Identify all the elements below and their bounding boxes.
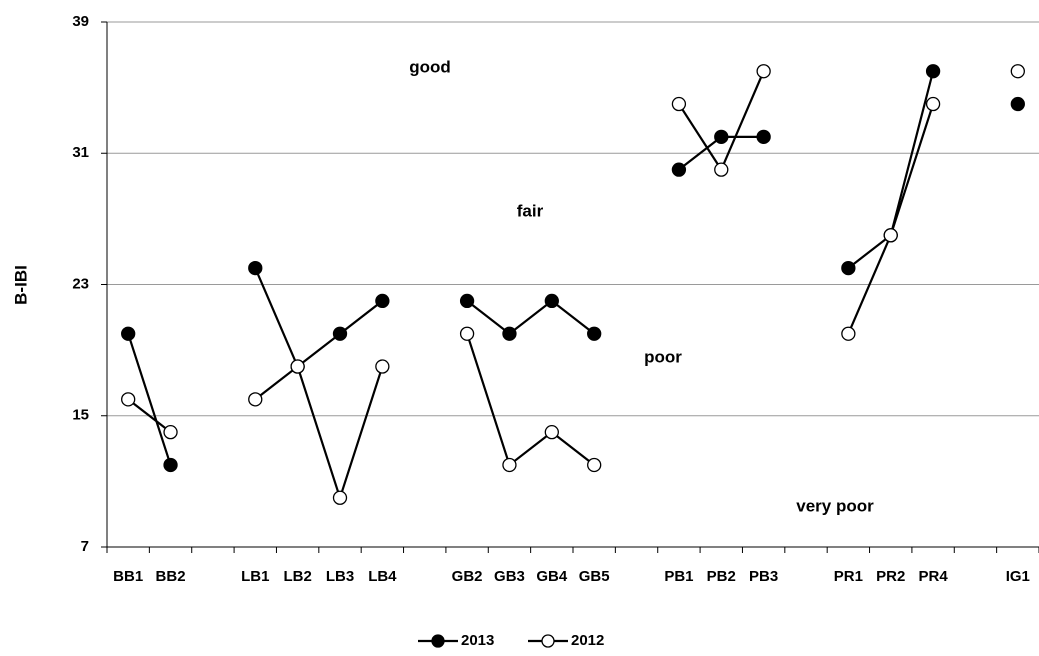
x-tick-label: LB1: [241, 568, 269, 585]
x-tick-label: LB3: [326, 568, 354, 585]
marker: [544, 425, 559, 440]
marker: [502, 457, 517, 473]
legend-label: 2012: [571, 632, 604, 649]
marker: [248, 260, 263, 276]
marker: [332, 490, 348, 505]
marker: [121, 326, 136, 341]
marker: [714, 129, 729, 144]
x-tick-label: PB2: [707, 568, 736, 585]
marker: [121, 392, 136, 407]
marker: [248, 392, 263, 407]
x-tick-label: PR1: [834, 568, 863, 585]
x-tick-label: LB2: [283, 568, 311, 585]
marker: [163, 425, 178, 440]
x-tick-label: PR4: [918, 568, 948, 585]
marker: [587, 457, 602, 473]
marker: [756, 129, 771, 144]
marker: [925, 96, 941, 112]
marker: [587, 326, 602, 341]
y-tick-label: 7: [81, 538, 89, 555]
x-tick-label: GB2: [452, 568, 483, 585]
marker: [544, 293, 559, 309]
y-tick-label: 31: [72, 144, 89, 161]
marker: [925, 64, 941, 79]
marker: [841, 326, 856, 341]
x-tick-label: PB3: [749, 568, 778, 585]
marker: [1010, 96, 1025, 112]
y-tick-label: 23: [72, 275, 89, 292]
x-tick-label: PB1: [664, 568, 693, 585]
marker: [502, 326, 517, 341]
x-tick-label: PR2: [876, 568, 905, 585]
marker: [671, 96, 687, 112]
x-tick-label: IG1: [1006, 568, 1030, 585]
x-tick-label: GB4: [536, 568, 568, 585]
marker: [332, 326, 348, 341]
marker: [375, 293, 390, 309]
legend-label: 2013: [461, 632, 494, 649]
y-axis-label: B-IBI: [11, 265, 30, 305]
marker: [163, 457, 178, 473]
y-tick-label: 39: [72, 13, 89, 30]
y-tick-label: 15: [72, 407, 89, 424]
x-tick-label: BB1: [113, 568, 143, 585]
marker: [459, 293, 475, 309]
marker: [459, 326, 475, 341]
marker: [290, 359, 305, 374]
marker: [841, 260, 856, 276]
x-tick-label: BB2: [156, 568, 186, 585]
x-tick-label: LB4: [368, 568, 397, 585]
annotation: very poor: [796, 496, 874, 515]
legend-marker: [541, 634, 555, 648]
x-tick-label: GB3: [494, 568, 525, 585]
marker: [671, 162, 687, 177]
marker: [756, 64, 771, 79]
marker: [375, 359, 390, 374]
marker: [714, 162, 729, 177]
x-tick-label: GB5: [579, 568, 610, 585]
marker: [883, 228, 898, 243]
annotation: good: [409, 57, 451, 76]
legend-marker: [431, 634, 445, 648]
annotation: poor: [644, 347, 682, 366]
marker: [1010, 64, 1025, 79]
annotation: fair: [517, 201, 544, 220]
